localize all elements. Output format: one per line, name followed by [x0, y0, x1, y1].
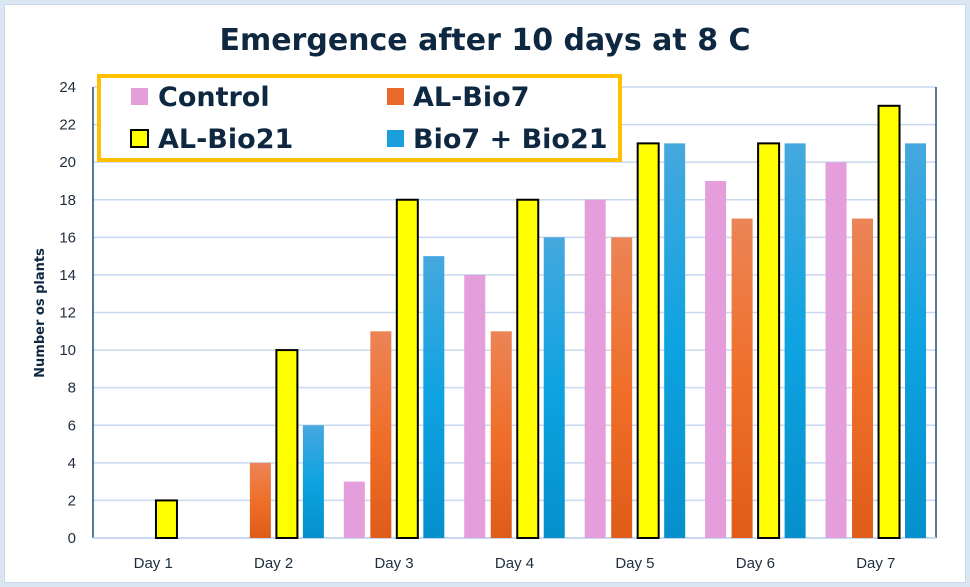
y-tick-label: 12 [59, 305, 76, 322]
bar-bio7-bio21 [423, 256, 445, 538]
legend-swatch-bio7-bio21 [387, 130, 404, 147]
y-tick-label: 6 [68, 417, 76, 434]
bar-bio7-bio21 [784, 143, 806, 538]
bar-bio7-bio21 [302, 425, 324, 538]
bar-al-bio21 [395, 198, 419, 539]
x-axis-ticks: Day 1 Day 2 Day 3 Day 4 Day 5 Day 6 Day 7 [134, 555, 896, 572]
y-axis-label: Number os plants [33, 248, 48, 378]
y-tick-label: 8 [68, 380, 76, 397]
bar-control [343, 481, 365, 538]
bar-control [584, 199, 606, 538]
x-tick-label: Day 2 [254, 555, 293, 572]
bar-al-bio21 [877, 104, 901, 540]
bar-al-bio7 [852, 218, 874, 538]
bar-control [825, 162, 847, 538]
bar-bio7-bio21 [664, 143, 686, 538]
bar-al-bio21 [757, 142, 781, 539]
y-tick-label: 4 [68, 455, 76, 472]
y-tick-label: 20 [59, 154, 76, 171]
x-tick-label: Day 1 [134, 555, 173, 572]
x-tick-label: Day 4 [495, 555, 534, 572]
y-tick-label: 24 [59, 79, 76, 96]
bar-bio7-bio21 [905, 143, 927, 538]
y-tick-label: 10 [59, 342, 76, 359]
bars [154, 104, 927, 540]
y-tick-label: 0 [68, 530, 76, 547]
bar-control [705, 180, 727, 539]
bar-al-bio7 [249, 462, 271, 538]
legend-label-bio7-bio21: Bio7 + Bio21 [413, 124, 608, 155]
x-tick-label: Day 7 [856, 555, 895, 572]
bar-al-bio7 [611, 237, 633, 539]
y-tick-label: 18 [59, 192, 76, 209]
bar-al-bio21 [516, 198, 540, 539]
y-tick-label: 2 [68, 492, 76, 509]
legend-box [97, 74, 622, 162]
y-tick-label: 22 [59, 117, 76, 134]
legend-swatch-al-bio7 [387, 88, 404, 105]
legend-label-al-bio7: AL-Bio7 [413, 82, 529, 113]
bar-al-bio21 [275, 349, 299, 540]
legend: Control AL-Bio7 AL-Bio21 Bio7 + Bio21 [97, 74, 622, 162]
y-tick-label: 16 [59, 229, 76, 246]
bar-al-bio7 [490, 331, 512, 538]
legend-swatch-al-bio21 [130, 129, 149, 148]
legend-swatch-control [131, 88, 148, 105]
x-tick-label: Day 3 [374, 555, 413, 572]
bar-al-bio7 [731, 218, 753, 538]
bar-al-bio7 [370, 331, 392, 538]
bar-al-bio21 [636, 142, 660, 539]
y-tick-label: 14 [59, 267, 76, 284]
legend-label-al-bio21: AL-Bio21 [158, 124, 293, 155]
bar-control [464, 274, 486, 538]
legend-label-control: Control [158, 82, 270, 113]
bar-al-bio21 [154, 499, 178, 539]
chart-title: Emergence after 10 days at 8 C [219, 23, 750, 58]
bar-bio7-bio21 [543, 237, 565, 539]
x-tick-label: Day 6 [736, 555, 775, 572]
x-tick-label: Day 5 [615, 555, 654, 572]
